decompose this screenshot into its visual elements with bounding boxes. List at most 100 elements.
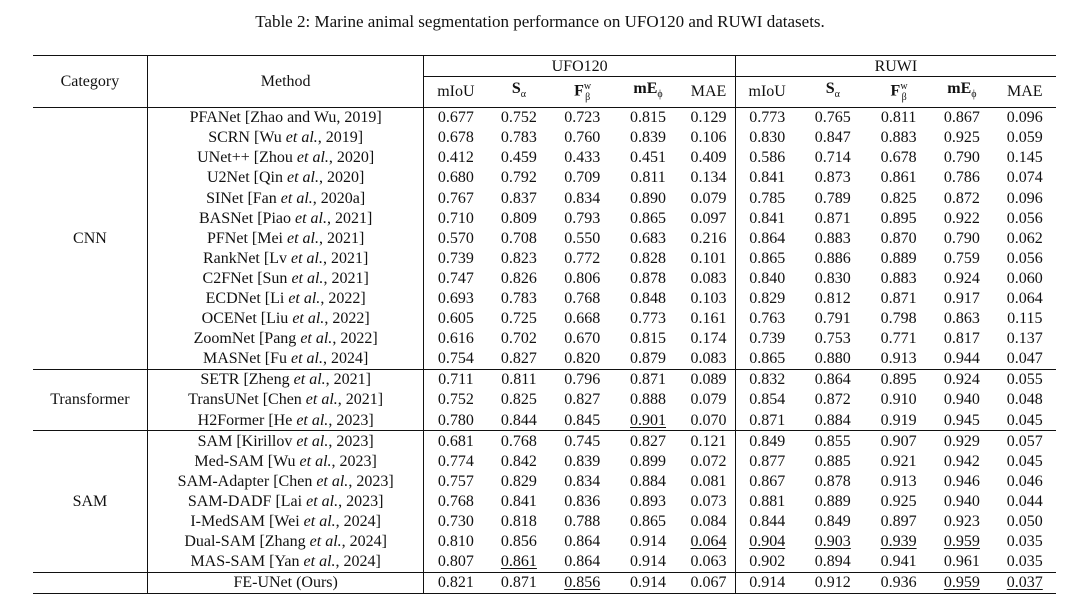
ruwi-value: 0.048 xyxy=(1006,391,1043,409)
ufo-value: 0.841 xyxy=(500,492,537,510)
ruwi-value: 0.773 xyxy=(749,109,786,127)
ufo-value: 0.709 xyxy=(564,169,601,187)
dataset-header-ufo120: UFO120 xyxy=(423,54,736,78)
ruwi-value: 0.849 xyxy=(735,430,799,452)
ruwi-value: 0.912 xyxy=(798,571,867,594)
ufo-value: 0.678 xyxy=(437,129,474,147)
ruwi-value: 0.924 xyxy=(943,269,980,287)
ruwi-value: 0.924 xyxy=(930,368,994,390)
ruwi-value: 0.929 xyxy=(930,430,994,452)
method-name: H2Former [He et al., 2023] xyxy=(147,410,425,431)
ufo-value: 0.668 xyxy=(564,310,601,328)
table-row: Dual-SAM [Zhang et al., 2024] 0.810 0.856 0… xyxy=(33,531,1056,552)
method-header: Method xyxy=(147,55,425,108)
ruwi-value: 0.854 xyxy=(749,391,786,409)
ruwi-value: 0.074 xyxy=(1006,169,1043,187)
ufo-value: 0.072 xyxy=(682,451,736,472)
ruwi-value: 0.945 xyxy=(943,411,980,429)
ruwi-value: 0.886 xyxy=(814,249,851,267)
ufo-value: 0.773 xyxy=(630,310,667,328)
table-row: SAM-Adapter [Chen et al., 2023] 0.757 0.82… xyxy=(33,471,1056,492)
ufo-value: 0.089 xyxy=(682,368,736,390)
ruwi-value: 0.904 xyxy=(749,533,786,551)
ruwi-value: 0.870 xyxy=(880,229,917,247)
ufo-value: 0.783 xyxy=(500,129,537,147)
metric-header-ruwi-2: Fwβ xyxy=(866,76,931,108)
ufo-value: 0.820 xyxy=(564,350,601,368)
ufo-value: 0.174 xyxy=(682,328,736,349)
ufo-value: 0.079 xyxy=(682,389,736,411)
ruwi-value: 0.047 xyxy=(1006,350,1043,368)
ruwi-value: 0.855 xyxy=(798,430,867,452)
ufo-value: 0.914 xyxy=(613,571,683,594)
ruwi-value: 0.096 xyxy=(1006,189,1043,207)
table-row: Med-SAM [Wu et al., 2023] 0.774 0.842 0.839… xyxy=(33,451,1056,472)
ufo-value: 0.871 xyxy=(613,368,683,390)
ruwi-value: 0.917 xyxy=(943,290,980,307)
ufo-value: 0.890 xyxy=(630,189,667,207)
ruwi-value: 0.872 xyxy=(943,189,980,207)
method-name: U2Net [Qin et al., 2020] xyxy=(147,167,425,188)
ufo-value: 0.079 xyxy=(682,187,736,209)
ruwi-value: 0.798 xyxy=(880,310,917,328)
ufo-value: 0.848 xyxy=(630,290,667,307)
ufo-value: 0.106 xyxy=(682,127,736,148)
method-name: PFNet [Mei et al., 2021] xyxy=(147,228,425,249)
ufo-value: 0.899 xyxy=(630,452,667,470)
ufo-value: 0.680 xyxy=(437,169,474,187)
method-name: Med-SAM [Wu et al., 2023] xyxy=(147,451,425,472)
ufo-value: 0.826 xyxy=(500,269,537,287)
ruwi-value: 0.902 xyxy=(749,553,786,571)
ufo-value: 0.605 xyxy=(437,310,474,328)
ruwi-value: 0.832 xyxy=(735,368,799,390)
ufo-value: 0.067 xyxy=(682,571,736,594)
ruwi-value: 0.885 xyxy=(814,452,851,470)
table-row: C2FNet [Sun et al., 2021] 0.747 0.826 0.806… xyxy=(33,268,1056,289)
ufo-value: 0.811 xyxy=(630,169,666,187)
ruwi-value: 0.903 xyxy=(814,533,851,551)
table-row: U2Net [Qin et al., 2020] 0.680 0.792 0.709 0… xyxy=(33,167,1056,188)
ruwi-value: 0.907 xyxy=(866,430,931,452)
ufo-value: 0.842 xyxy=(500,452,537,470)
ruwi-value: 0.763 xyxy=(749,310,786,328)
method-name: SAM-DADF [Lai et al., 2023] xyxy=(147,491,425,512)
ruwi-value: 0.910 xyxy=(880,391,917,409)
ruwi-value: 0.046 xyxy=(1006,472,1043,490)
ufo-value: 0.815 xyxy=(630,330,667,348)
ufo-value: 0.836 xyxy=(564,492,601,510)
ruwi-value: 0.830 xyxy=(814,269,851,287)
ufo-value: 0.121 xyxy=(682,430,736,452)
ufo-value: 0.834 xyxy=(564,189,601,207)
ufo-value: 0.828 xyxy=(630,249,667,267)
ruwi-value: 0.925 xyxy=(880,492,917,510)
table-row: RankNet [Lv et al., 2021] 0.739 0.823 0.772… xyxy=(33,248,1056,269)
ruwi-value: 0.877 xyxy=(749,452,786,470)
ruwi-value: 0.714 xyxy=(814,149,851,167)
ruwi-value: 0.811 xyxy=(880,109,917,127)
ufo-value: 0.810 xyxy=(437,533,474,551)
ufo-value: 0.681 xyxy=(423,430,488,452)
ufo-value: 0.829 xyxy=(500,472,537,490)
ufo-value: 0.914 xyxy=(630,533,667,551)
ruwi-value: 0.936 xyxy=(866,571,931,594)
ruwi-value: 0.586 xyxy=(749,149,786,167)
ruwi-value: 0.871 xyxy=(880,290,917,307)
method-name: ECDNet [Li et al., 2022] xyxy=(147,288,425,309)
ruwi-value: 0.939 xyxy=(880,533,917,551)
ufo-value: 0.796 xyxy=(550,368,614,390)
ufo-value: 0.884 xyxy=(630,472,667,490)
ruwi-value: 0.145 xyxy=(1006,149,1043,167)
table-row: TransUNet [Chen et al., 2021] 0.752 0.825 0… xyxy=(33,389,1056,411)
ufo-value: 0.693 xyxy=(437,290,474,307)
ufo-value: 0.772 xyxy=(564,249,601,267)
ruwi-value: 0.959 xyxy=(943,533,980,551)
ufo-value: 0.459 xyxy=(500,149,537,167)
table-row: MAS-SAM [Yan et al., 2024] 0.807 0.861 0.86… xyxy=(33,551,1056,573)
ufo-value: 0.823 xyxy=(500,249,537,267)
ufo-value: 0.161 xyxy=(682,308,736,329)
ruwi-value: 0.830 xyxy=(749,129,786,147)
ruwi-value: 0.940 xyxy=(943,492,980,510)
ruwi-value: 0.889 xyxy=(880,249,917,267)
ufo-value: 0.084 xyxy=(682,511,736,532)
ufo-value: 0.788 xyxy=(564,513,601,531)
